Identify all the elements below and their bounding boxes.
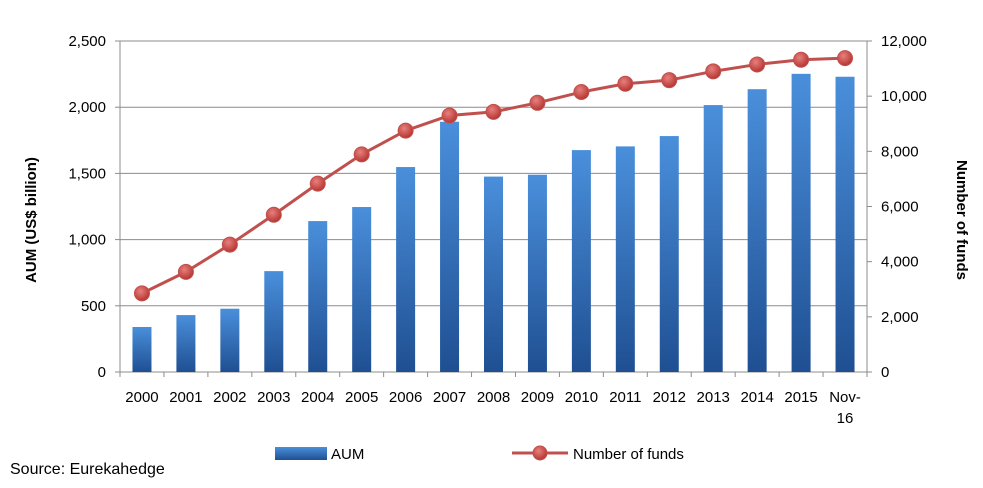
legend-funds-marker — [532, 445, 548, 461]
aum-bar — [308, 221, 328, 372]
aum-bar — [132, 326, 152, 372]
left-tick-label: 0 — [98, 364, 106, 381]
right-tick-label: 10,000 — [881, 88, 927, 105]
left-tick-label: 2,500 — [68, 33, 106, 50]
x-tick-label: 2002 — [213, 389, 246, 406]
aum-bar — [440, 121, 460, 372]
right-tick-label: 6,000 — [881, 199, 919, 216]
legend-aum-label: AUM — [331, 446, 364, 463]
left-tick-label: 2,000 — [68, 99, 106, 116]
left-axis-title: AUM (US$ billion) — [23, 157, 40, 283]
legend-aum-swatch — [275, 447, 327, 460]
x-tick-label: 2006 — [389, 389, 422, 406]
aum-bar — [176, 315, 196, 372]
x-tick-label: 2000 — [125, 389, 158, 406]
x-tick-label: 2003 — [257, 389, 290, 406]
legend: AUM Number of funds — [275, 445, 684, 463]
aum-bar — [615, 146, 635, 372]
funds-point — [661, 72, 678, 89]
funds-point — [397, 122, 414, 139]
left-tick-label: 1,000 — [68, 232, 106, 249]
x-tick-label: 2011 — [609, 389, 641, 406]
x-tick-label: 2010 — [565, 389, 598, 406]
funds-point — [485, 103, 502, 120]
x-tick-label: 2008 — [477, 389, 510, 406]
funds-point — [573, 84, 590, 101]
x-axis-ticks: 2000 2001 2002 2003 2004 2005 2006 2007 2008 2009… — [125, 389, 861, 427]
left-tick-label: 1,500 — [68, 165, 106, 182]
aum-bars — [132, 73, 855, 373]
funds-point — [221, 236, 238, 253]
aum-bar — [352, 207, 372, 372]
right-tick-label: 2,000 — [881, 309, 919, 326]
funds-point — [177, 263, 194, 280]
x-tick-label: 2007 — [433, 389, 466, 406]
aum-bar — [659, 136, 679, 372]
funds-point — [749, 56, 766, 73]
aum-bar — [791, 73, 811, 372]
funds-point — [133, 285, 150, 302]
funds-point — [529, 94, 546, 111]
aum-bar — [396, 167, 416, 372]
legend-funds-label: Number of funds — [573, 446, 684, 463]
aum-bar — [527, 174, 547, 372]
right-tick-label: 4,000 — [881, 254, 919, 271]
funds-point — [309, 175, 326, 192]
funds-point — [617, 75, 634, 92]
funds-point — [265, 206, 282, 223]
funds-point — [793, 51, 810, 68]
funds-point — [441, 107, 458, 124]
aum-bar — [484, 176, 503, 372]
funds-point — [837, 50, 854, 67]
aum-bar — [747, 89, 767, 372]
x-tick-label: 2001 — [169, 389, 202, 406]
aum-bar — [703, 105, 723, 372]
funds-markers — [133, 50, 854, 302]
x-tick-label: Nov-16 — [829, 389, 861, 427]
right-tick-label: 12,000 — [881, 33, 927, 50]
aum-bar — [220, 308, 240, 372]
right-tick-label: 8,000 — [881, 143, 919, 160]
x-tick-label: 2004 — [301, 389, 334, 406]
right-axis-ticks: 0 2,000 4,000 6,000 8,000 10,000 12,000 — [881, 33, 927, 381]
x-tick-label: 2015 — [784, 389, 817, 406]
right-tick-label: 0 — [881, 364, 889, 381]
funds-point — [705, 63, 722, 80]
x-tick-label: 2009 — [521, 389, 554, 406]
right-axis-title: Number of funds — [953, 160, 970, 280]
x-tick-label: 2014 — [740, 389, 773, 406]
left-axis-ticks: 0 500 1,000 1,500 2,000 2,500 — [68, 33, 106, 381]
x-tick-label: 2013 — [697, 389, 730, 406]
source-note: Source: Eurekahedge — [10, 461, 165, 478]
aum-bar — [264, 271, 284, 372]
x-tick-label: 2012 — [653, 389, 686, 406]
left-tick-label: 500 — [81, 298, 106, 315]
funds-point — [353, 146, 370, 163]
aum-bar — [571, 150, 591, 372]
x-tick-label: 2005 — [345, 389, 378, 406]
aum-bar — [835, 76, 855, 373]
